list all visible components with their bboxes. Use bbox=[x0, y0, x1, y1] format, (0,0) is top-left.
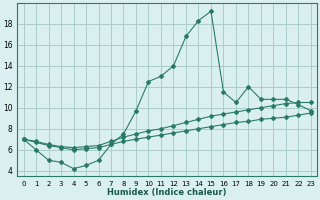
X-axis label: Humidex (Indice chaleur): Humidex (Indice chaleur) bbox=[108, 188, 227, 197]
